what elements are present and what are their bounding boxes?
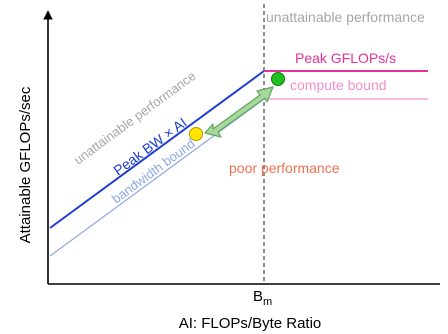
peak-bw-line [49,70,265,229]
bm-base: B [253,288,263,305]
bm-subscript: m [263,296,272,308]
kernel-point-green [271,72,285,86]
bm-tick-label: Bm [253,288,272,308]
y-axis-label: Attainable GFLOPs/sec [17,86,34,243]
peak-gflops-label: Peak GFLOPs/s [295,50,396,66]
kernel-point-yellow [189,127,203,141]
compute-bound-label: compute bound [290,77,387,93]
poor-performance-label: poor performance [229,160,340,176]
unattainable-label-top: unattainable performance [266,9,425,25]
improvement-arrow [204,86,274,138]
x-axis-label: AI: FLOPs/Byte Ratio [179,315,322,332]
